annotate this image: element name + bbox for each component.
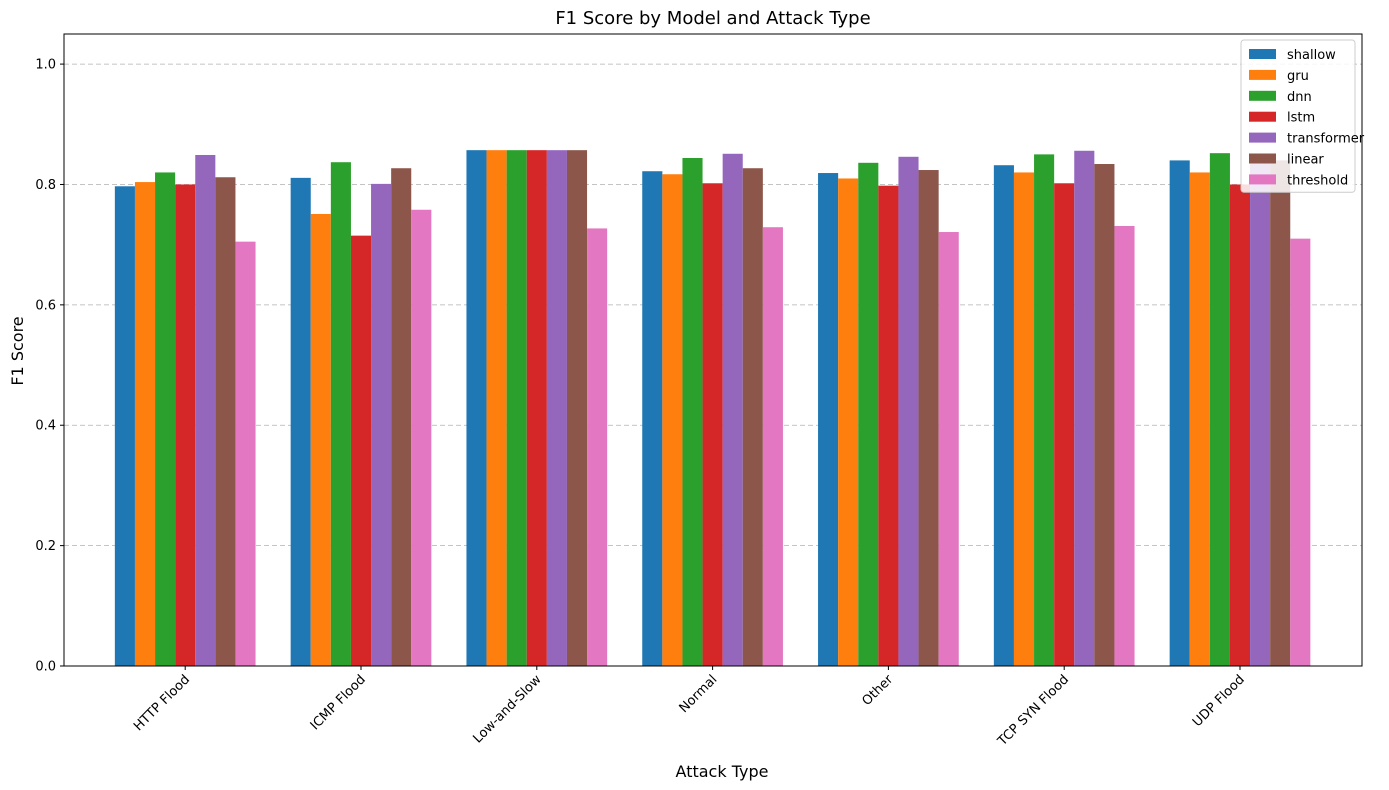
bar-shallow (642, 171, 663, 666)
bar-dnn (682, 157, 703, 667)
bar-lstm (1054, 183, 1075, 666)
legend-label-gru: gru (1287, 69, 1309, 84)
x-tick-label: Other (860, 672, 897, 709)
legend-swatch-transformer (1249, 132, 1276, 143)
bar-shallow (993, 165, 1014, 666)
bar-gru (486, 150, 507, 667)
y-tick-label: 0.2 (35, 539, 56, 554)
x-tick-label: Low-and-Slow (470, 672, 544, 746)
legend-swatch-linear (1249, 153, 1276, 164)
bar-transformer (1074, 150, 1095, 666)
bar-gru (134, 182, 156, 666)
bar-linear (1094, 164, 1115, 667)
bar-linear (391, 168, 412, 666)
legend-swatch-gru (1249, 69, 1276, 80)
bar-threshold (762, 227, 783, 666)
x-tick-label: HTTP Flood (131, 672, 193, 734)
y-tick-label: 0.4 (35, 419, 56, 434)
legend-swatch-lstm (1249, 111, 1276, 122)
legend-label-dnn: dnn (1287, 90, 1312, 105)
bar-shallow (818, 173, 839, 667)
bar-lstm (526, 150, 547, 667)
y-tick-label: 0.0 (35, 660, 56, 675)
bar-threshold (411, 209, 432, 666)
bar-shallow (114, 186, 135, 666)
bar-dnn (1034, 154, 1055, 666)
bar-gru (1189, 172, 1210, 666)
bar-linear (742, 168, 763, 666)
bar-transformer (898, 156, 919, 666)
legend-label-transformer: transformer (1287, 132, 1365, 147)
x-tick-label: ICMP Flood (308, 672, 369, 733)
bar-gru (310, 213, 331, 666)
legend-label-threshold: threshold (1287, 173, 1348, 188)
x-tick-label: UDP Flood (1190, 672, 1248, 730)
bar-dnn (858, 162, 879, 666)
bar-dnn (506, 150, 527, 667)
legend: shallow gru dnn lstm transformer linear thresh… (1240, 39, 1365, 193)
bar-shallow (466, 150, 487, 667)
legend-swatch-threshold (1249, 174, 1276, 185)
bar-shallow (1169, 160, 1190, 666)
bar-threshold (587, 228, 608, 667)
bar-gru (1013, 172, 1035, 666)
bar-lstm (878, 185, 899, 666)
bar-transformer (546, 150, 567, 667)
bar-linear (215, 177, 236, 666)
x-axis: HTTP Flood ICMP Flood Low-and-Slow Normal Ot… (131, 666, 1248, 750)
legend-label-linear: linear (1287, 153, 1324, 168)
y-axis-label: F1 Score (8, 316, 27, 385)
bar-gru (838, 178, 859, 666)
bar-dnn (1209, 153, 1230, 667)
x-tick-label: Normal (677, 672, 721, 716)
bar-transformer (195, 154, 216, 667)
legend-label-lstm: lstm (1287, 111, 1315, 126)
bar-threshold (235, 241, 256, 666)
bar-linear (1270, 160, 1291, 666)
bar-lstm (350, 235, 372, 666)
bar-transformer (722, 153, 743, 666)
legend-swatch-dnn (1249, 90, 1276, 101)
bar-threshold (938, 232, 959, 666)
bar-threshold (1114, 226, 1135, 666)
legend-label-shallow: shallow (1287, 48, 1336, 63)
y-tick-label: 0.6 (35, 298, 56, 313)
bar-shallow (290, 177, 311, 667)
bar-threshold (1290, 238, 1311, 666)
y-tick-label: 1.0 (35, 58, 56, 73)
bar-gru (662, 174, 683, 666)
bar-linear (566, 150, 588, 667)
bar-dnn (330, 162, 351, 666)
bar-dnn (155, 172, 176, 666)
x-axis-label: Attack Type (676, 762, 769, 781)
x-tick-label: TCP SYN Flood (995, 672, 1072, 749)
bar-lstm (1229, 184, 1251, 666)
bar-lstm (175, 184, 196, 666)
chart-title: F1 Score by Model and Attack Type (555, 8, 870, 29)
y-tick-label: 0.8 (35, 178, 56, 193)
y-axis: 0.0 0.2 0.4 0.6 0.8 1.0 (35, 58, 64, 675)
bar-linear (918, 170, 939, 667)
legend-swatch-shallow (1249, 49, 1276, 59)
bars (114, 150, 1311, 667)
bar-transformer (371, 183, 392, 667)
bar-lstm (702, 183, 723, 666)
bar-transformer (1250, 157, 1271, 666)
